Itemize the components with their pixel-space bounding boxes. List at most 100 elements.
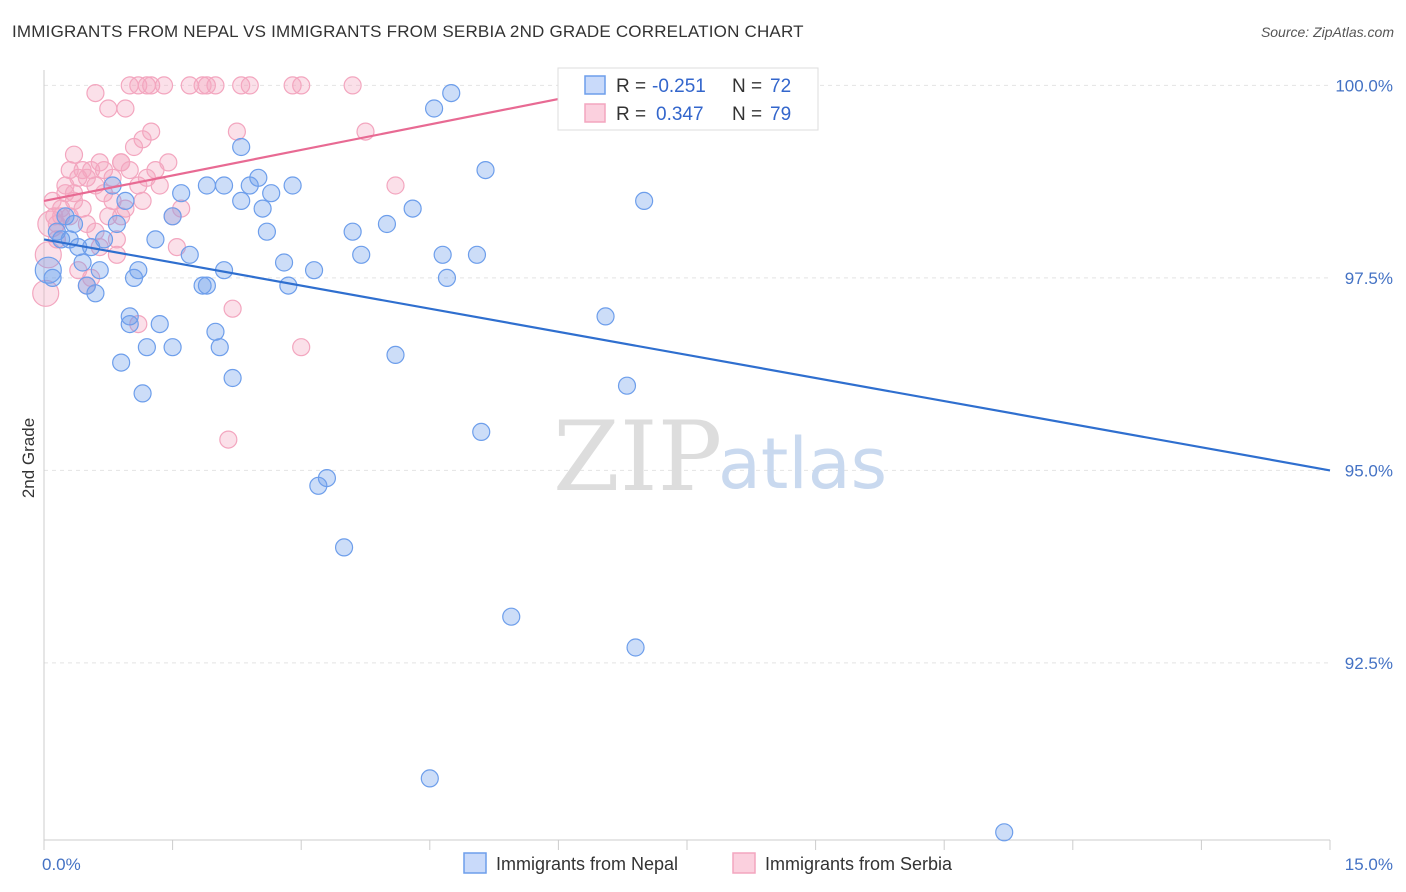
point-nepal-64 — [626, 638, 645, 657]
point-nepal-58 — [472, 422, 491, 441]
point-nepal-20 — [172, 184, 191, 203]
point-nepal-37 — [283, 176, 302, 195]
point-nepal-50 — [386, 345, 405, 364]
point-nepal-40 — [317, 469, 337, 488]
y-tick-label-2: 95.0% — [1345, 461, 1393, 480]
point-nepal-21 — [180, 245, 199, 264]
point-nepal-56 — [442, 83, 461, 103]
y-tick-labels: 100.0% 97.5% 95.0% 92.5% — [1335, 76, 1393, 673]
point-serbia-30 — [159, 153, 178, 172]
point-nepal-13 — [86, 284, 105, 303]
point-nepal-57 — [467, 245, 487, 264]
point-nepal-36 — [279, 276, 298, 295]
point-serbia-36 — [86, 83, 105, 103]
point-serbia-63 — [94, 161, 114, 180]
x-tick-label-0: 0.0% — [42, 855, 81, 874]
point-nepal-25 — [210, 338, 229, 357]
point-serbia-35 — [64, 145, 84, 164]
series-serbia-points — [32, 76, 632, 449]
point-nepal-28 — [214, 176, 234, 195]
point-serbia-26 — [142, 122, 161, 141]
point-nepal-19 — [163, 207, 182, 226]
point-nepal-42 — [343, 222, 362, 241]
point-nepal-34 — [262, 184, 281, 203]
stats-serbia-r-label: R = — [616, 104, 646, 125]
point-nepal-41 — [334, 538, 354, 557]
chart-source: Source: ZipAtlas.com — [1260, 24, 1394, 40]
point-serbia-73 — [77, 168, 96, 187]
watermark-atlas: atlas — [718, 423, 887, 505]
y-axis-label: 2nd Grade — [19, 418, 38, 498]
stats-serbia-n-label: N = — [732, 104, 762, 125]
point-nepal-31 — [249, 168, 268, 187]
stats-nepal-r-value: -0.251 — [652, 76, 706, 97]
point-nepal-43 — [352, 245, 371, 264]
point-serbia-62 — [107, 245, 126, 264]
point-nepal-6 — [73, 253, 92, 272]
point-nepal-69 — [197, 276, 216, 295]
point-serbia-43 — [142, 76, 161, 95]
watermark-zip: ZIP — [553, 401, 722, 513]
trend-lines — [43, 84, 1331, 472]
stats-swatch-nepal — [584, 75, 606, 95]
point-serbia-64 — [103, 191, 122, 210]
point-serbia-68 — [60, 161, 79, 180]
point-serbia-52 — [219, 430, 238, 449]
point-nepal-60 — [502, 607, 521, 626]
legend-label-nepal: Immigrants from Nepal — [496, 854, 678, 874]
legend-swatch-nepal — [463, 852, 487, 874]
point-serbia-18 — [107, 230, 126, 249]
point-serbia-37 — [99, 99, 118, 118]
stats-swatch-serbia — [584, 103, 606, 123]
point-serbia-42 — [137, 76, 156, 95]
x-tick-label-1: 15.0% — [1345, 855, 1393, 874]
point-nepal-54 — [433, 245, 452, 264]
point-nepal-65 — [635, 191, 654, 210]
point-nepal-63 — [617, 376, 637, 395]
point-nepal-47 — [112, 353, 131, 372]
stats-serbia-r-value: 0.347 — [656, 104, 704, 125]
point-nepal-1 — [43, 268, 62, 287]
x-tick-labels: 0.0% 15.0% — [42, 855, 1393, 874]
point-nepal-14 — [120, 307, 139, 326]
point-serbia-74 — [112, 153, 131, 172]
point-serbia-49 — [227, 122, 246, 141]
series-legend: Immigrants from Nepal Immigrants from Se… — [463, 852, 953, 874]
point-nepal-9 — [94, 230, 114, 249]
point-nepal-32 — [253, 199, 272, 218]
point-nepal-48 — [120, 315, 139, 334]
point-nepal-70 — [64, 214, 84, 234]
stats-nepal-r-label: R = — [616, 76, 646, 97]
point-nepal-12 — [116, 191, 135, 210]
series-nepal-points — [34, 76, 1014, 842]
point-nepal-16 — [129, 261, 148, 280]
point-nepal-44 — [163, 338, 182, 357]
point-nepal-24 — [206, 322, 225, 341]
point-serbia-47 — [206, 76, 225, 95]
point-nepal-35 — [274, 253, 294, 272]
point-nepal-52 — [420, 769, 439, 788]
legend-label-serbia: Immigrants from Serbia — [765, 854, 953, 874]
trend-line-serbia — [43, 84, 628, 202]
point-nepal-38 — [304, 261, 324, 280]
point-nepal-51 — [403, 199, 422, 218]
point-nepal-53 — [424, 99, 444, 118]
point-serbia-56 — [343, 76, 362, 95]
point-serbia-10 — [73, 199, 92, 218]
point-nepal-49 — [377, 214, 397, 234]
point-nepal-29 — [232, 137, 251, 157]
point-nepal-66 — [995, 823, 1014, 842]
point-nepal-23 — [197, 176, 216, 195]
point-nepal-55 — [437, 268, 457, 287]
point-nepal-46 — [90, 261, 109, 280]
watermark: ZIP atlas — [553, 401, 887, 513]
point-nepal-68 — [232, 191, 251, 210]
stats-nepal-n-value: 72 — [770, 76, 791, 97]
point-nepal-27 — [223, 368, 242, 388]
point-nepal-45 — [150, 315, 169, 334]
y-tick-label-3: 92.5% — [1345, 654, 1393, 673]
point-serbia-39 — [116, 99, 135, 118]
point-serbia-54 — [292, 76, 311, 95]
point-serbia-75 — [133, 191, 152, 210]
